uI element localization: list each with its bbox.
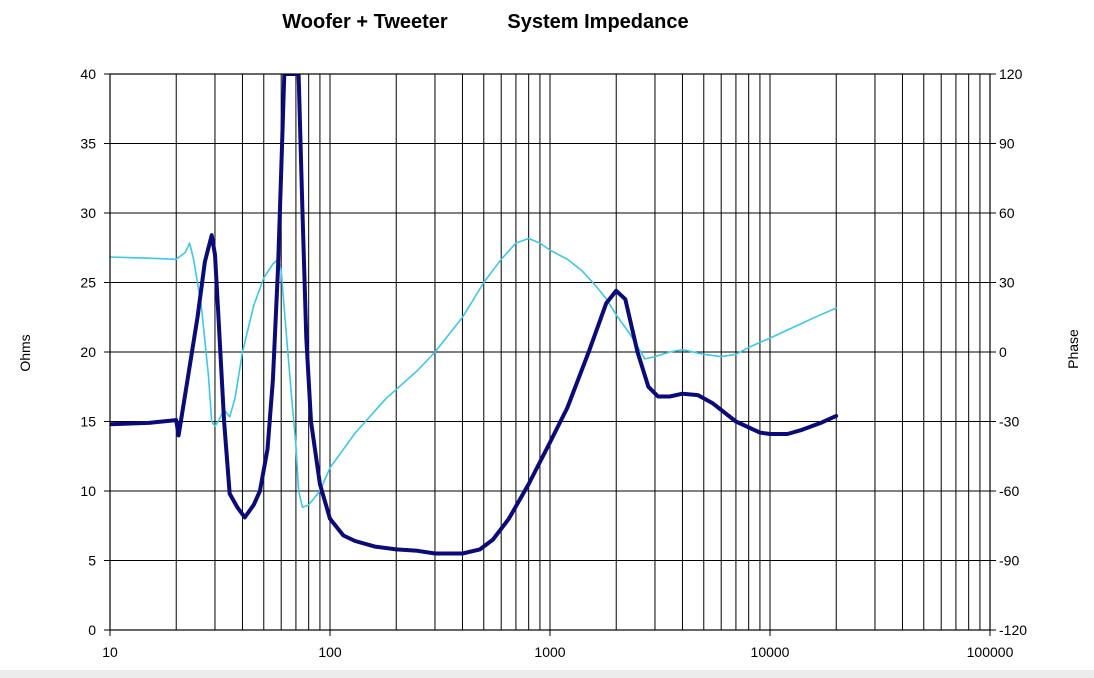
y-tick-label: 0: [88, 622, 96, 638]
plot-frame: [109, 73, 991, 631]
y-tick-label: 5: [88, 553, 96, 569]
y2-tick-label: 120: [999, 66, 1023, 82]
footer-bar: [0, 670, 1094, 678]
y2-tick-label: 60: [999, 205, 1015, 221]
y2-tick-label: -30: [999, 414, 1019, 430]
chart-title-part1: Woofer + Tweeter: [282, 11, 448, 33]
y-tick-label: 20: [80, 344, 96, 360]
y2-tick-label: 0: [999, 344, 1007, 360]
y-tick-label: 40: [80, 66, 96, 82]
x-tick-label: 10: [102, 644, 118, 660]
y-tick-label: 15: [80, 414, 96, 430]
y-axis-label-ohms: Ohms: [17, 334, 33, 371]
y-tick-label: 35: [80, 136, 96, 152]
y-tick-label: 10: [80, 483, 96, 499]
chart-title-part2: System Impedance: [507, 11, 688, 33]
x-tick-label: 1000: [534, 644, 565, 660]
y2-tick-label: -90: [999, 553, 1019, 569]
y2-tick-label: 90: [999, 136, 1015, 152]
y2-tick-label: -120: [999, 622, 1027, 638]
x-tick-label: 100000: [967, 644, 1014, 660]
phase-series-line: [110, 237, 837, 508]
x-tick-label: 100: [318, 644, 342, 660]
tick-labels: 0 5 10 15 20 25 30 35 40 -120 -90 -60 -30 0 30 60 90 120 1…: [80, 66, 1027, 660]
x-tick-label: 10000: [751, 644, 790, 660]
y2-tick-label: 30: [999, 275, 1015, 291]
data-series: [110, 74, 839, 556]
y-tick-label: 25: [80, 275, 96, 291]
y-tick-label: 30: [80, 205, 96, 221]
impedance-series-line: [110, 74, 839, 556]
y2-tick-label: -60: [999, 483, 1019, 499]
y2-axis-label-phase: Phase: [1065, 329, 1081, 369]
